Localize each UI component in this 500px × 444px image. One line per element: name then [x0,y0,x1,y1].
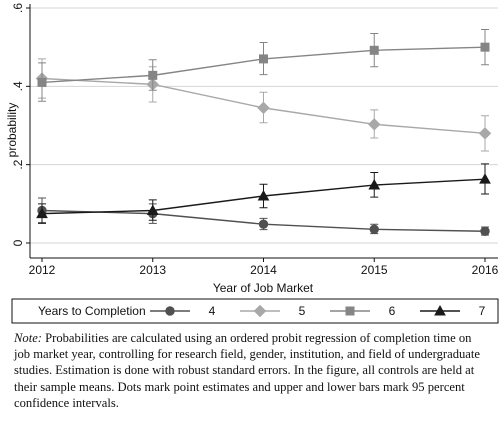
marker [478,127,492,140]
legend-label: 7 [479,304,486,318]
y-tick-label: .2 [11,159,25,169]
y-tick-label: 0 [11,239,25,246]
marker [368,118,381,131]
marker [146,204,159,215]
y-tick-label: .4 [11,81,25,91]
marker [36,207,48,219]
marker [369,224,379,234]
legend-marker [253,304,267,318]
legend-label: 4 [209,304,216,318]
marker [368,179,381,190]
x-tick-label: 2012 [29,263,56,277]
note-text: Probabilities are calculated using an or… [14,331,480,410]
marker [257,189,270,201]
marker [257,101,270,115]
legend-marker [165,306,175,316]
legend-label: 5 [299,304,306,318]
marker [480,42,490,52]
marker [148,70,158,80]
legend-title: Years to Completion [38,304,146,318]
marker [259,54,268,64]
chart: probability Year of Job Market Years to … [5,3,499,324]
legend-box [11,298,499,324]
x-tick-label: 2014 [250,263,277,277]
x-tick-label: 2013 [139,263,166,277]
y-tick-label: .6 [11,3,25,13]
x-axis-label: Year of Job Market [213,281,314,295]
legend-label: 6 [389,304,396,318]
marker [479,173,491,184]
x-tick-label: 2015 [361,263,388,277]
legend-marker [345,306,355,316]
legend-marker [434,304,446,316]
note: Note: Probabilities are calculated using… [14,330,490,411]
x-tick-label: 2016 [472,263,499,277]
marker [258,219,269,229]
marker [369,45,379,55]
y-axis-label: probability [5,103,19,158]
marker [480,226,490,236]
note-label: Note: [14,331,42,345]
marker [37,77,47,87]
